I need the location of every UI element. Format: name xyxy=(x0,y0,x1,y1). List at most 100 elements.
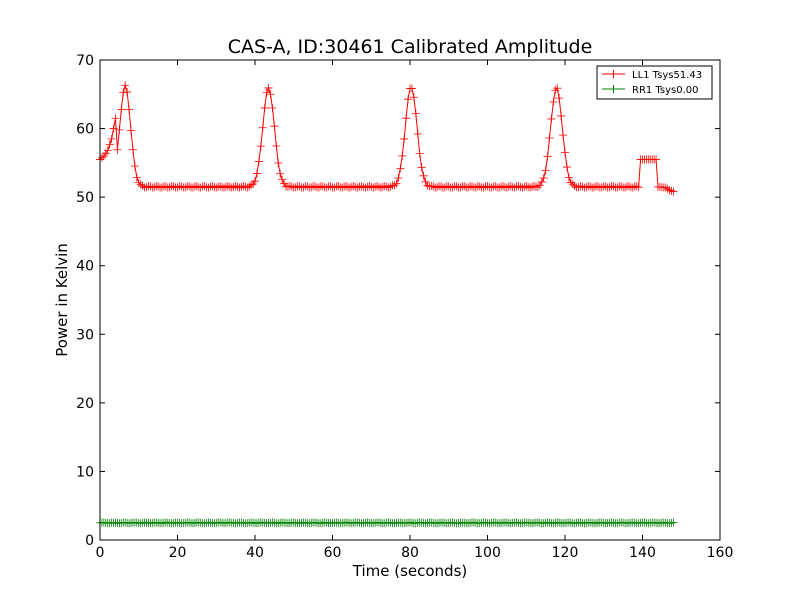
data-point xyxy=(533,183,542,192)
y-tick-label: 60 xyxy=(76,122,94,138)
data-point xyxy=(202,183,211,192)
data-point xyxy=(415,149,424,158)
data-point xyxy=(510,183,519,192)
data-point xyxy=(499,182,507,191)
data-point xyxy=(500,183,509,192)
data-point xyxy=(530,181,538,190)
data-point xyxy=(125,105,134,114)
y-tick-label: 50 xyxy=(76,190,94,206)
legend-box xyxy=(596,65,713,100)
y-axis-label: Power in Kelvin xyxy=(53,243,71,357)
data-point xyxy=(390,181,399,190)
data-point xyxy=(549,98,558,107)
data-point xyxy=(421,177,430,186)
data-point xyxy=(533,518,542,527)
data-point xyxy=(522,182,531,191)
data-point xyxy=(650,518,659,527)
data-point xyxy=(508,183,517,192)
data-point xyxy=(134,178,143,187)
data-point xyxy=(564,173,573,182)
data-point xyxy=(121,81,130,90)
data-point xyxy=(398,151,407,160)
data-point xyxy=(386,182,395,191)
x-tick-label: 60 xyxy=(324,545,342,561)
y-tick-label: 10 xyxy=(76,464,94,480)
data-point xyxy=(239,182,248,191)
data-point xyxy=(409,93,418,102)
x-tick-label: 0 xyxy=(96,545,105,561)
x-axis-label: Time (seconds) xyxy=(352,562,468,580)
data-point xyxy=(237,518,246,527)
data-point xyxy=(123,88,132,97)
data-point xyxy=(128,145,137,154)
x-tick-label: 160 xyxy=(707,545,734,561)
data-point xyxy=(417,163,426,172)
data-point xyxy=(404,95,413,104)
ticks-layer: 0 20 40 60 80 100 120 140 160 0 10 20 30 40 50 60 70 xyxy=(76,53,733,561)
data-point xyxy=(502,183,511,192)
x-tick-label: 40 xyxy=(246,545,264,561)
legend-item: RR1 Tsys0.00 xyxy=(602,85,699,96)
data-point xyxy=(663,184,672,193)
data-point xyxy=(338,519,347,528)
data-point xyxy=(419,171,428,180)
data-point xyxy=(634,183,643,192)
data-point xyxy=(264,83,273,92)
data-point xyxy=(613,519,622,528)
data-point xyxy=(200,182,209,191)
data-point xyxy=(258,123,267,132)
data-point xyxy=(539,174,548,183)
data-point xyxy=(380,182,389,191)
data-point xyxy=(223,182,232,191)
data-point xyxy=(121,518,130,527)
data-point xyxy=(142,518,151,527)
data-point xyxy=(561,148,569,157)
data-point xyxy=(669,187,678,196)
data-point xyxy=(111,114,120,123)
data-point xyxy=(547,114,556,123)
data-point xyxy=(417,518,426,527)
data-point xyxy=(373,182,382,191)
data-point xyxy=(518,183,527,192)
data-point xyxy=(276,169,285,178)
data-point xyxy=(652,155,661,164)
data-point xyxy=(570,519,579,528)
data-point xyxy=(396,518,405,527)
data-point xyxy=(396,164,405,173)
data-point xyxy=(105,140,114,149)
series-rr1 xyxy=(96,518,678,528)
legend-marker xyxy=(609,85,618,93)
data-point xyxy=(592,519,600,528)
legend-marker xyxy=(609,70,618,78)
data-point xyxy=(566,178,575,187)
data-point xyxy=(280,518,289,527)
data-point xyxy=(351,183,360,192)
data-point xyxy=(113,145,122,154)
data-point xyxy=(103,146,112,155)
data-point xyxy=(562,163,571,172)
data-point xyxy=(260,103,269,112)
data-point xyxy=(400,134,409,143)
data-point xyxy=(535,181,544,190)
data-point xyxy=(272,142,281,151)
data-point xyxy=(252,169,261,178)
x-tick-label: 20 xyxy=(169,545,187,561)
data-point xyxy=(194,518,203,527)
data-point xyxy=(559,131,568,140)
data-point xyxy=(347,182,356,191)
x-tick-label: 100 xyxy=(474,545,501,561)
data-point xyxy=(555,518,564,527)
data-point xyxy=(109,124,118,133)
x-tick-label: 80 xyxy=(401,545,419,561)
data-point xyxy=(541,166,550,175)
legend-label: LL1 Tsys51.43 xyxy=(632,70,702,81)
data-point xyxy=(506,182,515,191)
y-tick-label: 70 xyxy=(76,53,94,69)
data-point xyxy=(278,175,287,184)
data-point xyxy=(375,518,383,527)
data-point xyxy=(514,182,523,191)
data-point xyxy=(220,183,228,192)
legend-item: LL1 Tsys51.43 xyxy=(602,70,702,81)
data-point xyxy=(427,181,436,190)
